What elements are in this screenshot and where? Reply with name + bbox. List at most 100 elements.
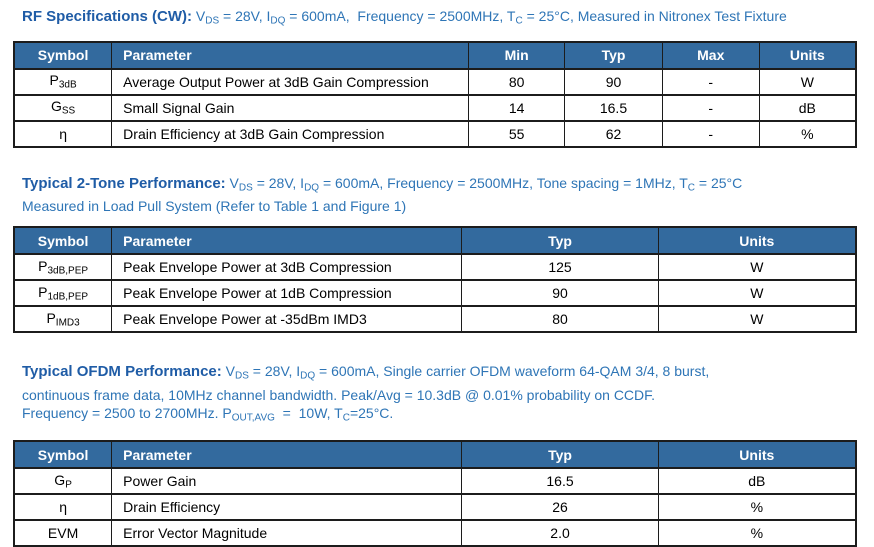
table-row: P1dB,PEP Peak Envelope Power at 1dB Compr… (13, 279, 857, 307)
value-cell: 26 (461, 493, 659, 521)
subscript-text: DQ (270, 15, 286, 27)
parameter-cell: Peak Envelope Power at -35dBm IMD3 (111, 305, 463, 333)
subscript-text: DQ (304, 182, 320, 193)
heading-line: Measured in Load Pull System (Refer to T… (22, 197, 874, 215)
column-header-symbol: Symbol (13, 440, 113, 469)
value-cell: % (657, 493, 857, 521)
value-cell: dB (758, 93, 857, 122)
symbol-cell: η (13, 493, 113, 521)
column-header-typ: Typ (461, 226, 659, 255)
text-segment: = 28V, I (252, 174, 305, 191)
parameter-cell: Small Signal Gain (111, 93, 470, 122)
column-header-symbol: Symbol (13, 226, 113, 255)
column-header-typ: Typ (461, 440, 659, 469)
subscript-text: IMD3 (55, 317, 80, 329)
column-header-parameter: Parameter (111, 41, 470, 70)
text-segment: = 600mA, Single carrier OFDM waveform 64… (315, 363, 710, 379)
symbol-cell: η (13, 119, 113, 148)
parameter-cell: Peak Envelope Power at 1dB Compression (111, 279, 463, 307)
value-cell: 2.0 (461, 519, 659, 547)
text-segment: = 28V, I (219, 8, 271, 24)
column-header-units: Units (657, 226, 857, 255)
text-segment: Frequency = 2500 to 2700MHz. P (22, 404, 232, 421)
parameter-cell: Drain Efficiency at 3dB Gain Compression (111, 119, 470, 148)
column-header-symbol: Symbol (13, 41, 113, 70)
rf-specifications-table: Symbol Parameter Min Typ Max Units P3dB Average… (13, 40, 857, 148)
value-cell: W (657, 279, 857, 307)
subscript-text: SS (61, 105, 76, 117)
subscript-text: OUT,AVG (231, 412, 275, 423)
table-row: P3dB,PEP Peak Envelope Power at 3dB Compr… (13, 253, 857, 281)
subscript-text: 3dB,PEP (47, 265, 89, 277)
text-segment: G (54, 471, 66, 488)
text-segment: = 10W, T (274, 404, 343, 421)
value-cell: 90 (564, 67, 663, 96)
column-header-min: Min (468, 41, 566, 70)
two-tone-performance-table: Symbol Parameter Typ Units P3dB,PEP Peak Enve… (13, 226, 857, 333)
symbol-cell: P1dB,PEP (13, 279, 113, 307)
heading-line: Typical OFDM Performance: VDS = 28V, IDQ… (22, 362, 874, 386)
heading-line: Frequency = 2500 to 2700MHz. POUT,AVG = … (22, 404, 874, 428)
table-row: GP Power Gain 16.5 dB (13, 467, 857, 495)
value-cell: 16.5 (461, 467, 659, 495)
value-cell: dB (657, 467, 857, 495)
value-cell: 90 (461, 279, 659, 307)
column-header-parameter: Parameter (111, 440, 463, 469)
text-segment: continuous frame data, 10MHz channel ban… (22, 386, 656, 403)
table-row: η Drain Efficiency at 3dB Gain Compressio… (13, 119, 857, 148)
symbol-cell: EVM (13, 519, 113, 547)
text-segment: = 28V, I (248, 363, 301, 379)
value-cell: - (661, 93, 760, 122)
table-row: PIMD3 Peak Envelope Power at -35dBm IMD3 8… (13, 305, 857, 333)
symbol-cell: P3dB,PEP (13, 253, 113, 281)
text-segment: Measured in Load Pull System (Refer to T… (22, 198, 407, 214)
value-cell: W (657, 253, 857, 281)
value-cell: 16.5 (564, 93, 663, 122)
table-row: EVM Error Vector Magnitude 2.0% (13, 519, 857, 547)
heading-line: Typical 2-Tone Performance: VDS = 28V, I… (22, 174, 874, 198)
heading-line: RF Specifications (CW): VDS = 28V, IDQ =… (22, 7, 874, 31)
subscript-text: DQ (300, 370, 316, 382)
heading-bold-text: Typical 2-Tone Performance: (22, 174, 226, 192)
value-cell: 62 (564, 119, 663, 148)
value-cell: 80 (461, 305, 659, 333)
heading-bold-text: Typical OFDM Performance: (22, 363, 222, 380)
table-row: η Drain Efficiency 26% (13, 493, 857, 521)
text-segment: P (38, 257, 48, 274)
column-header-typ: Typ (564, 41, 663, 70)
table-row: GSS Small Signal Gain 14 16.5- dB (13, 93, 857, 122)
heading-line: continuous frame data, 10MHz channel ban… (22, 386, 874, 404)
subscript-text: DS (238, 182, 253, 193)
value-cell: - (661, 67, 760, 96)
symbol-cell: GP (13, 467, 113, 495)
table-header-row: Symbol Parameter Typ Units (13, 226, 857, 255)
subscript-text: C (342, 412, 350, 423)
ofdm-performance-table: Symbol Parameter Typ Units GP Power Gain 16.5 d… (13, 440, 857, 547)
subscript-text: DS (205, 15, 220, 27)
text-segment: P (46, 309, 56, 326)
subscript-text: P (65, 479, 72, 491)
section-heading-rf-specifications: RF Specifications (CW): VDS = 28V, IDQ =… (22, 0, 874, 31)
table-row: P3dB Average Output Power at 3dB Gain Com… (13, 67, 857, 96)
value-cell: % (657, 519, 857, 547)
text-segment: P (38, 283, 48, 300)
subscript-text: DS (235, 370, 249, 382)
symbol-cell: GSS (13, 93, 113, 122)
text-segment: V (221, 363, 236, 379)
parameter-cell: Drain Efficiency (111, 493, 463, 521)
value-cell: W (657, 305, 857, 333)
text-segment: = 25°C, Measured in Nitronex Test Fixtur… (522, 8, 787, 24)
text-segment: V (192, 8, 206, 24)
subscript-text: 3dB (58, 79, 77, 91)
parameter-cell: Power Gain (111, 467, 463, 495)
subscript-text: C (515, 15, 523, 27)
column-header-units: Units (758, 41, 857, 70)
value-cell: 125 (461, 253, 659, 281)
text-segment: P (49, 72, 59, 89)
subscript-text: 1dB,PEP (47, 291, 89, 303)
table-header-row: Symbol Parameter Typ Units (13, 440, 857, 469)
section-heading-2-tone-performance: Typical 2-Tone Performance: VDS = 28V, I… (22, 174, 874, 216)
column-header-max: Max (661, 41, 760, 70)
symbol-cell: PIMD3 (13, 305, 113, 333)
